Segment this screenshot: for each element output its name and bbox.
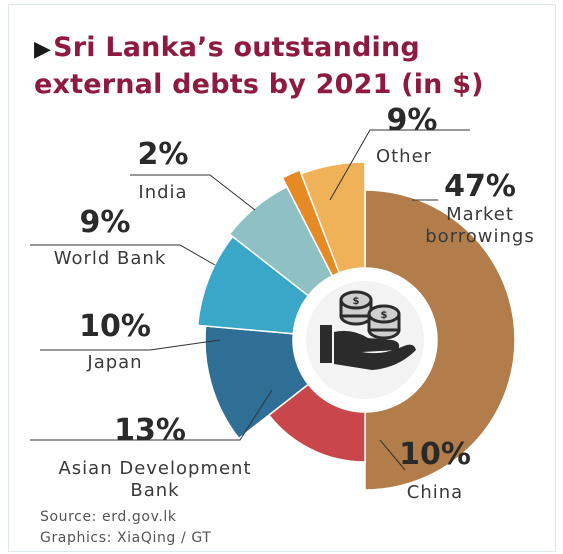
leader-line — [379, 439, 406, 471]
slice-name-label: China — [407, 482, 463, 503]
data-label-percent: 10% — [79, 309, 151, 344]
leader-line — [30, 389, 273, 441]
slice-name-label: Market — [446, 204, 514, 225]
leader-line — [30, 244, 216, 266]
slice-other — [300, 161, 366, 274]
source-note: Source: erd.gov.lk — [40, 509, 177, 525]
slice-name-label: World Bank — [54, 248, 167, 269]
data-label-percent: 10% — [399, 437, 471, 472]
svg-text:$: $ — [381, 310, 388, 321]
frame-border — [8, 4, 556, 552]
slice-name-label: Bank — [130, 480, 179, 501]
slice-name-label: India — [138, 182, 187, 203]
money-hand-icon: $ $ — [295, 270, 435, 410]
data-label-percent: 47% — [444, 169, 516, 204]
data-label-percent: 2% — [138, 137, 189, 172]
leader-line — [329, 129, 470, 201]
chart-title: ▶Sri Lanka’s outstanding external debts … — [34, 30, 534, 102]
leader-line — [130, 174, 256, 211]
slice-name-label: Other — [376, 146, 432, 167]
data-label-percent: 9% — [80, 205, 131, 240]
leader-line — [40, 339, 221, 351]
chart-slices — [196, 161, 516, 491]
graphics-credit: Graphics: XiaQing / GT — [40, 530, 212, 546]
title-arrow-icon: ▶ — [34, 37, 52, 62]
svg-text:$: $ — [353, 296, 360, 307]
chart-title-text: Sri Lanka’s outstanding external debts b… — [34, 32, 484, 100]
data-label-percent: 13% — [114, 413, 186, 448]
slice-name-label: Japan — [86, 352, 142, 373]
slice-market-borrowings — [364, 189, 516, 491]
data-label-percent: 9% — [387, 103, 438, 138]
leader-lines — [30, 129, 470, 471]
slice-name-label: borrowings — [425, 226, 534, 247]
slice-name-label: Asian Development — [58, 458, 251, 479]
